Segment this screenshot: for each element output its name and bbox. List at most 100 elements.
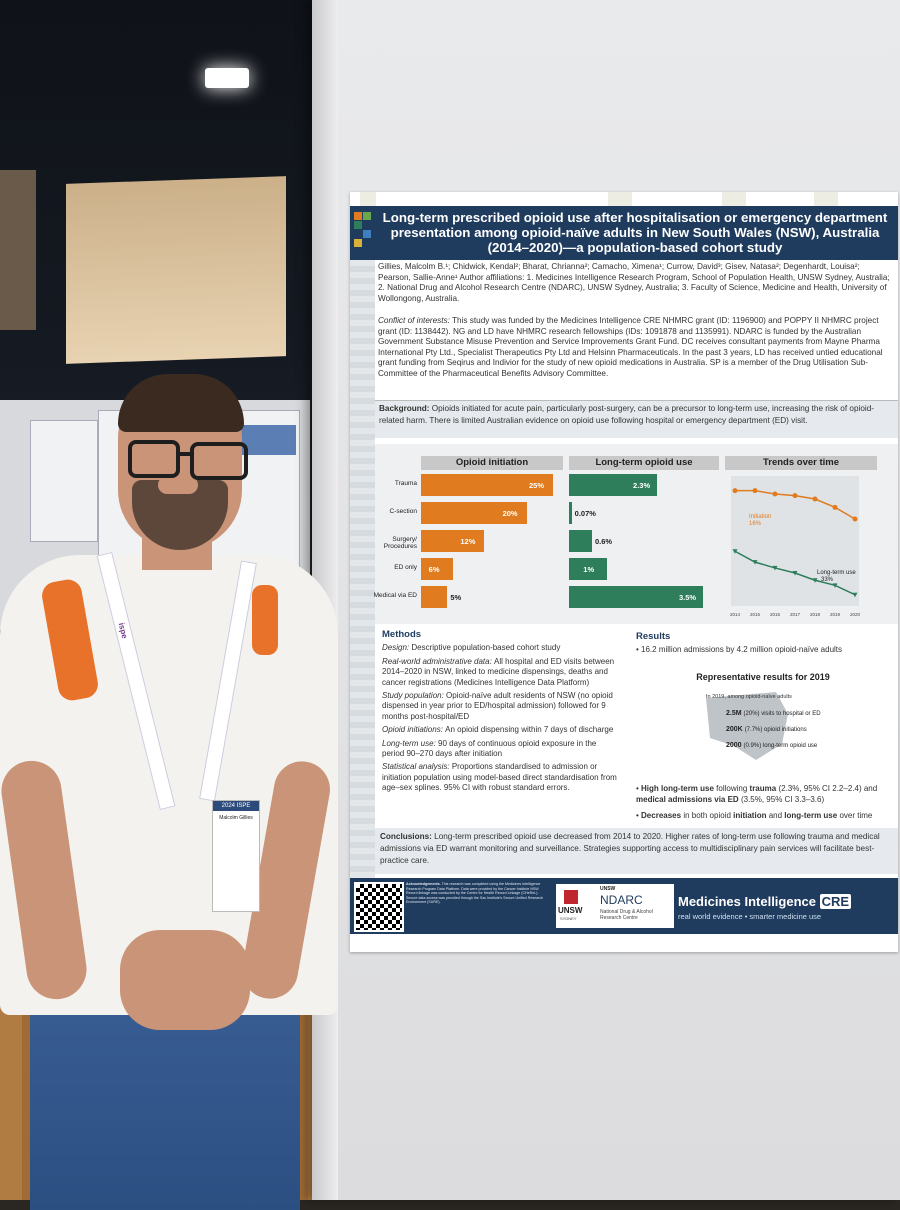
bar-value-label: 5%	[450, 593, 462, 602]
methods-item-label: Statistical analysis:	[382, 762, 452, 772]
ndarc-logo: NDARC	[600, 893, 643, 907]
category-label: Trauma	[394, 480, 417, 487]
glasses-right-lens	[190, 442, 248, 480]
trend-x-tick-label: 2019	[830, 612, 841, 617]
trend-point	[832, 583, 838, 588]
charts-area: Opioid initiation Long-term opioid use T…	[374, 444, 898, 624]
glasses-bridge	[176, 452, 190, 456]
methods-item-text: An opioid dispensing within 7 days of di…	[445, 725, 614, 735]
medicines-intelligence-logo: Medicines Intelligence CRE	[678, 894, 852, 909]
results-bullet-2: • High long-term use following trauma (2…	[636, 784, 878, 804]
results-bullet-1: 16.2 million admissions by 4.2 million o…	[641, 645, 843, 655]
backpack-strap-right	[252, 585, 278, 655]
chart-bar	[569, 502, 572, 524]
methods-item-label: Design:	[382, 643, 412, 653]
methods-item: Statistical analysis: Proportions standa…	[382, 762, 618, 793]
rep-rows: 2.5M (20%) visits to hospital or ED 200K …	[726, 706, 821, 754]
methods-item-label: Real-world administrative data:	[382, 656, 495, 666]
trend-point	[772, 491, 778, 497]
qr-code-icon	[354, 882, 404, 932]
ceiling-light	[205, 68, 249, 88]
category-label: ED only	[394, 564, 417, 571]
bar-value-label: 25%	[529, 481, 545, 490]
tape	[722, 192, 746, 206]
chart-bar	[421, 586, 448, 608]
trend-series-label: Initiation	[749, 514, 771, 520]
rep-sub: In 2019, among opioid-naïve adults	[706, 694, 792, 701]
bar-value-label: 3.5%	[679, 593, 697, 602]
poster-header: Long-term prescribed opioid use after ho…	[350, 206, 898, 260]
coi-text: This study was funded by the Medicines I…	[378, 316, 883, 378]
methods-item-label: Study population:	[382, 691, 447, 701]
trend-point	[732, 488, 738, 494]
conclusions-text: Long-term prescribed opioid use decrease…	[380, 832, 880, 865]
results-section: Results • 16.2 million admissions by 4.2…	[636, 631, 890, 821]
trend-series-change: 16%	[749, 521, 762, 527]
trend-x-tick-label: 2015	[750, 612, 761, 617]
trend-point	[752, 488, 758, 494]
chart-bar	[421, 530, 485, 552]
authors-affiliations: Gillies, Malcolm B.¹; Chidwick, Kendal²;…	[378, 262, 890, 303]
methods-item-label: Opioid initiations:	[382, 725, 446, 735]
methods-item-text: Opioid-naïve adult residents of NSW (no …	[382, 691, 613, 721]
trend-point	[852, 592, 858, 598]
mouth-area	[158, 476, 198, 494]
decorative-column	[350, 260, 375, 878]
chart-title-trends: Trends over time	[725, 456, 877, 470]
trend-point	[812, 496, 818, 502]
category-label: C-section	[389, 508, 417, 515]
category-label: Surgery/ Procedures	[383, 536, 417, 550]
methods-item-text: 90 days of continuous opioid exposure in…	[382, 738, 597, 759]
hall-screen	[66, 176, 286, 364]
rep-row: 200K (7.7%) opioid initiations	[726, 726, 807, 734]
trend-x-tick-label: 2017	[790, 612, 801, 617]
methods-item-text: Proportions standardised to admission or…	[382, 762, 617, 793]
name-badge: 2024 ISPE Malcolm Gillies	[212, 800, 260, 912]
trend-point	[792, 571, 798, 576]
methods-section: Methods Design: Descriptive population-b…	[382, 629, 618, 797]
unsw-logo: UNSW	[558, 906, 583, 915]
chart-bar	[569, 586, 703, 608]
trend-x-tick-label: 2014	[730, 612, 741, 617]
methods-list: Design: Descriptive population-based coh…	[382, 643, 618, 793]
chart-bar	[569, 530, 592, 552]
trend-x-tick-label: 2016	[770, 612, 781, 617]
bar-value-label: 0.6%	[594, 537, 613, 546]
chart-title-initiation: Opioid initiation	[421, 456, 563, 470]
tape	[814, 192, 838, 206]
chart-bar	[569, 474, 658, 496]
background-label: Background:	[379, 404, 430, 413]
methods-item-text: Descriptive population-based cohort stud…	[411, 643, 561, 653]
trend-point	[852, 516, 858, 522]
category-label: Medical via ED	[373, 592, 417, 599]
results-bullet-3: • Decreases in both opioid initiation an…	[636, 811, 873, 821]
conflict-of-interests: Conflict of interests: This study was fu…	[378, 316, 894, 379]
bar-value-label: 2.3%	[633, 481, 651, 490]
conclusions-section: Conclusions: Long-term prescribed opioid…	[375, 828, 898, 874]
nsw-map-infographic: In 2019, among opioid-naïve adults 2.5M …	[636, 686, 890, 770]
trend-series-label: Long-term use	[817, 570, 856, 576]
hair	[118, 374, 244, 432]
rep-row: 2000 (0.9%) long-term opioid use	[726, 742, 818, 750]
trend-point	[772, 565, 778, 571]
trend-point	[792, 493, 798, 499]
trend-series-change: 33%	[821, 577, 834, 583]
chart-title-longterm: Long-term opioid use	[569, 456, 719, 470]
methods-item-label: Long-term use:	[382, 738, 439, 748]
methods-item: Real-world administrative data: All hosp…	[382, 657, 618, 688]
rep-row: 2.5M (20%) visits to hospital or ED	[726, 710, 821, 718]
results-heading: Results	[636, 631, 671, 642]
rep-heading: Representative results for 2019	[696, 671, 830, 682]
background-text: Opioids initiated for acute pain, partic…	[379, 404, 874, 425]
methods-item: Opioid initiations: An opioid dispensing…	[382, 725, 618, 735]
bar-value-label: 1%	[583, 565, 595, 574]
poster-footer: Acknowledgements. This research was comp…	[350, 878, 898, 934]
methods-item: Study population: Opioid-naïve adult res…	[382, 691, 618, 722]
bar-value-label: 6%	[428, 565, 440, 574]
clasped-hands	[120, 930, 250, 1030]
tape	[608, 192, 632, 208]
person-presenter: ispe 2024 ISPE Malcolm Gillies	[0, 374, 340, 1210]
trend-x-tick-label: 2018	[810, 612, 821, 617]
mi-tagline: real world evidence • smarter medicine u…	[678, 912, 822, 921]
